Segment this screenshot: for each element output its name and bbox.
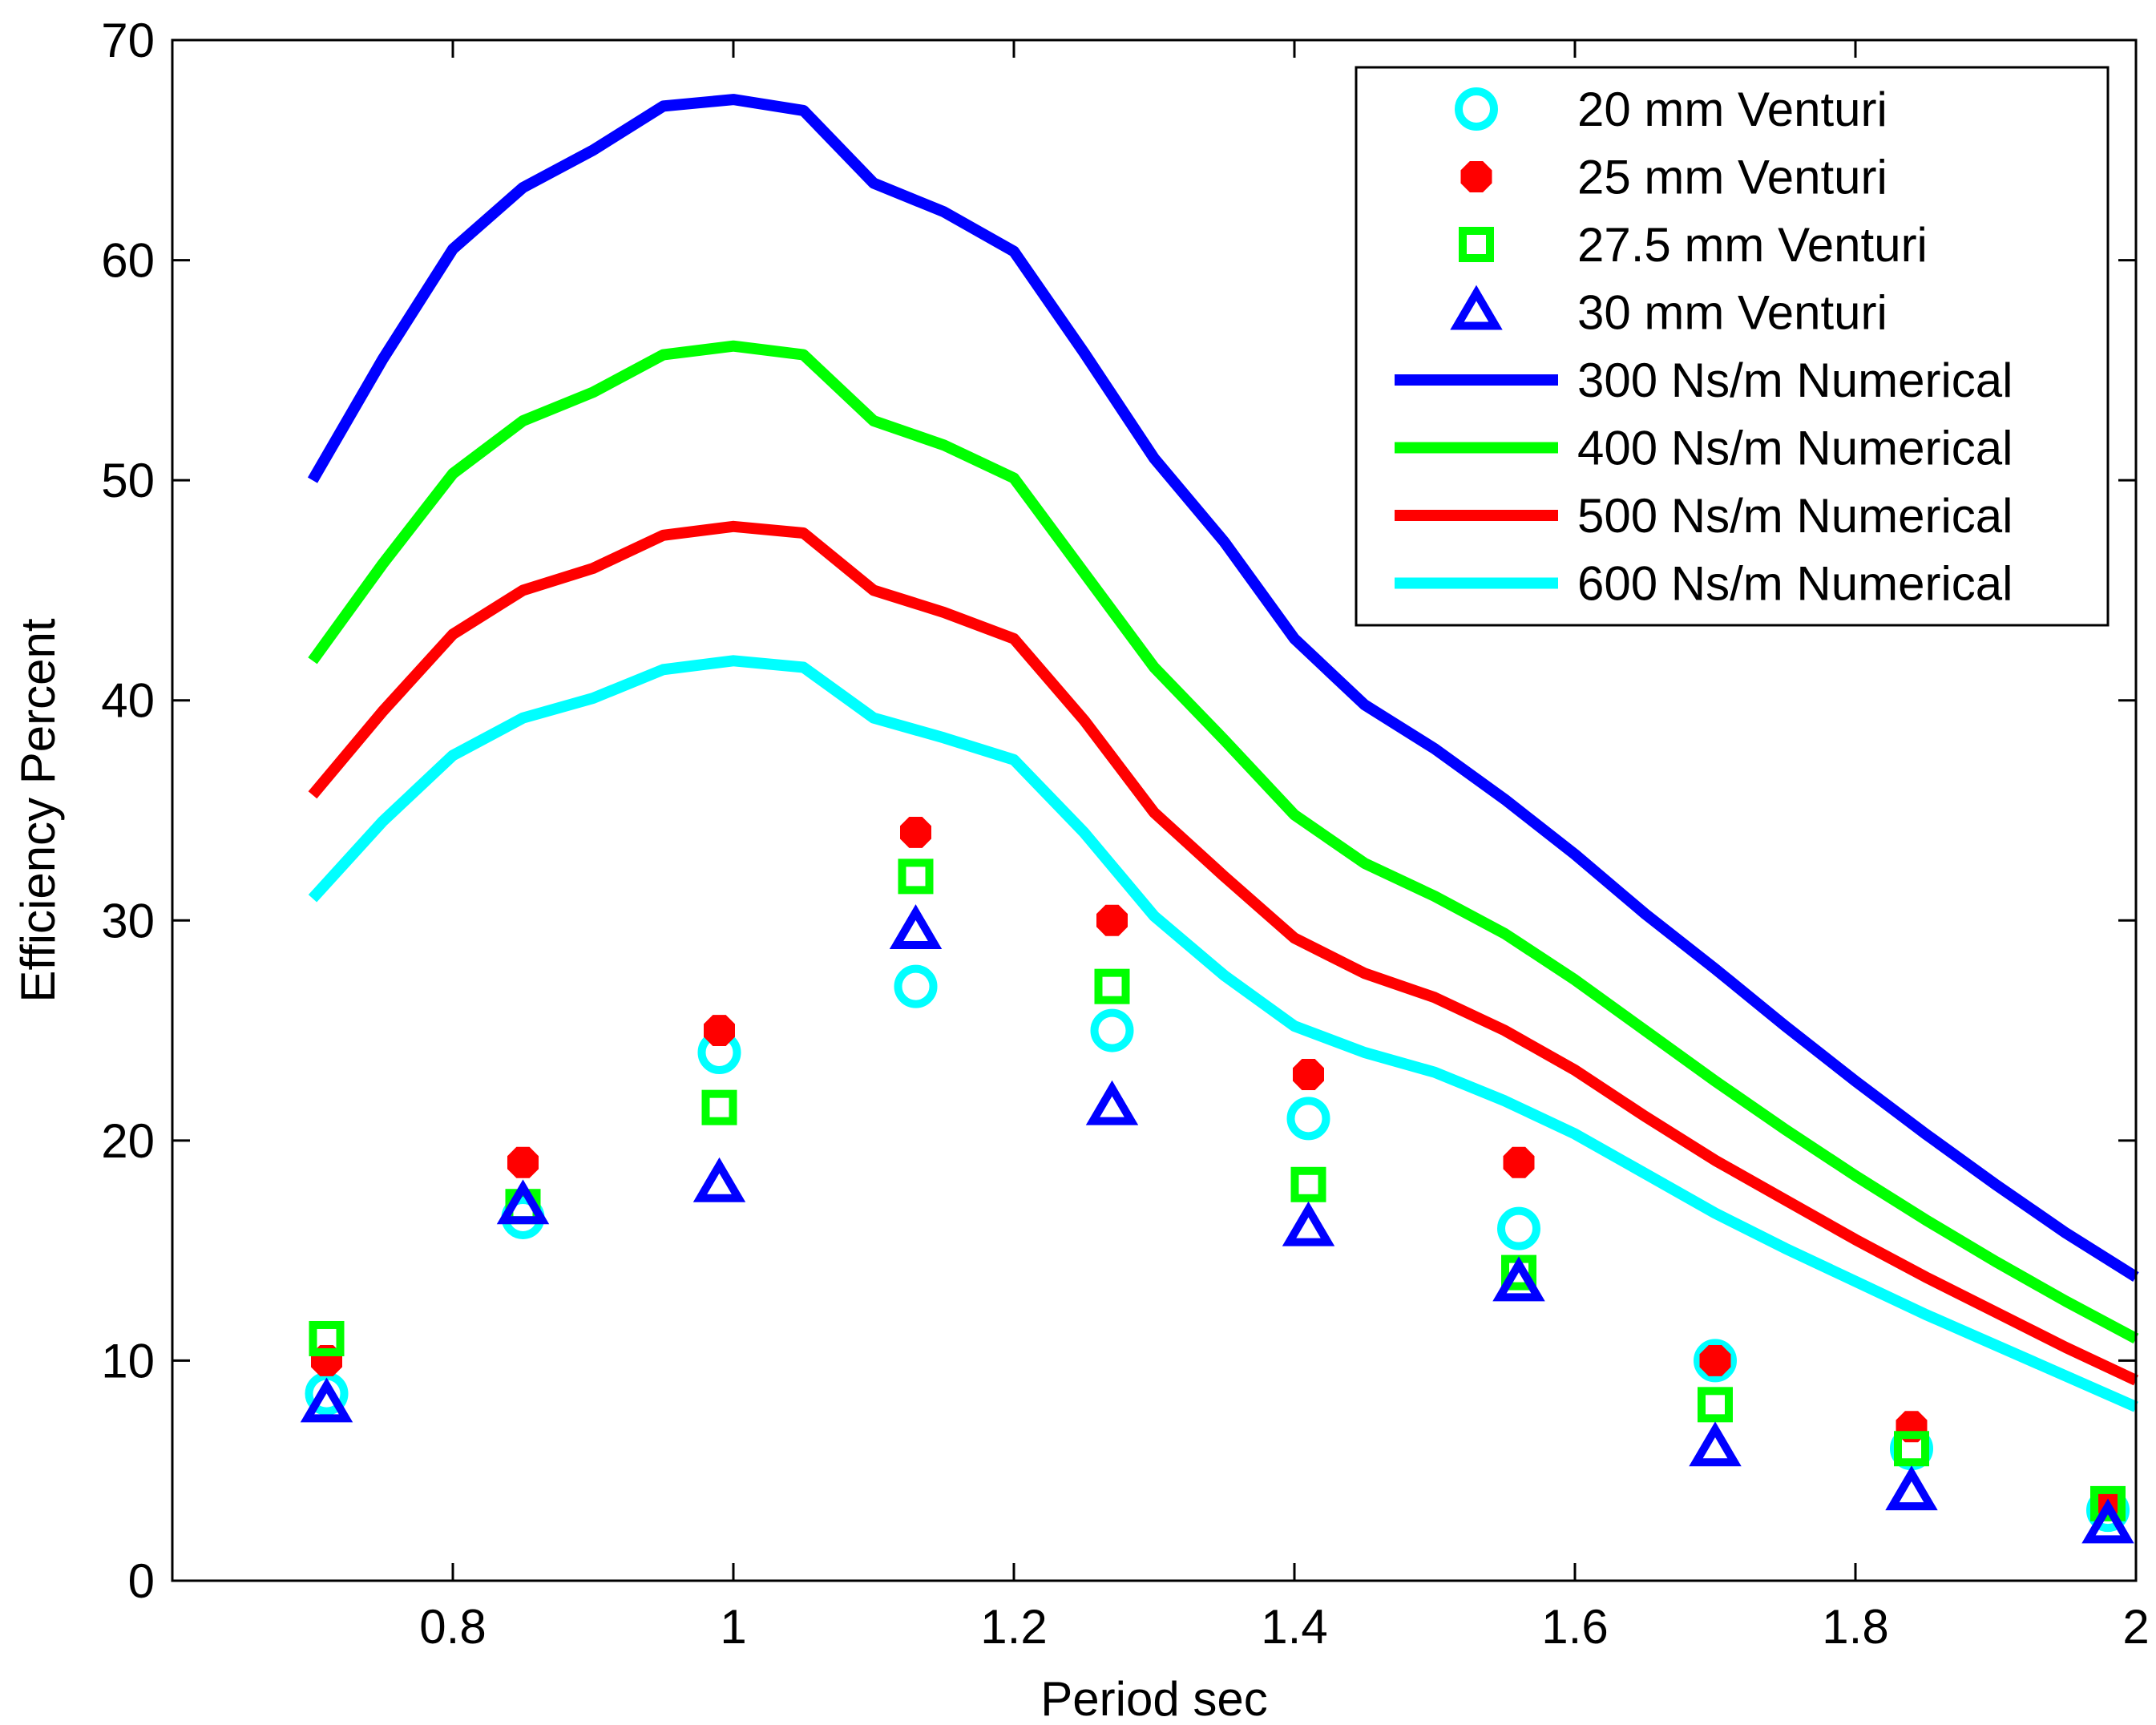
data-point — [1290, 1166, 1326, 1202]
plot-frame — [171, 38, 2138, 1582]
data-point — [1090, 1008, 1134, 1052]
legend-entry-5: 300 Ns/m Numerical — [1395, 353, 2013, 407]
data-point — [692, 1157, 746, 1202]
data-point — [889, 904, 943, 950]
x-tick-label: 1.8 — [1822, 1600, 1888, 1654]
legend-label: 30 mm Venturi — [1577, 286, 1888, 340]
data-point — [1885, 1465, 1938, 1511]
series-line — [308, 655, 2138, 1412]
data-point — [894, 964, 938, 1008]
legend: 20 mm Venturi 25 mm Venturi 27.5 mm Ventur… — [1355, 66, 2110, 627]
series-4-line-group — [308, 655, 2138, 1412]
legend-label: 500 Ns/m Numerical — [1577, 489, 2013, 543]
series-1-line-group — [307, 94, 2139, 1283]
legend-entry-6: 400 Ns/m Numerical — [1395, 422, 2013, 475]
legend-label: 27.5 mm Venturi — [1577, 218, 1928, 272]
y-tick-label: 0 — [128, 1554, 155, 1608]
legend-marker-swatch — [1450, 285, 1503, 330]
legend-marker-swatch — [1460, 161, 1492, 192]
data-point — [309, 1320, 345, 1356]
x-tick-label: 1 — [720, 1600, 746, 1654]
legend-box — [1355, 66, 2110, 627]
legend-entry-3: 27.5 mm Venturi — [1459, 218, 1928, 272]
y-tick-label: 70 — [101, 14, 155, 67]
data-point — [1492, 1256, 1545, 1302]
legend-label: 300 Ns/m Numerical — [1577, 353, 2013, 407]
series-2-line-group — [308, 340, 2139, 1344]
data-point — [1689, 1421, 1742, 1467]
series-line — [307, 94, 2139, 1283]
data-point — [300, 1377, 353, 1423]
legend-entry-7: 500 Ns/m Numerical — [1395, 489, 2013, 543]
legend-marker-swatch — [1459, 227, 1494, 262]
y-tick-label: 40 — [101, 674, 155, 728]
data-point — [1096, 904, 1128, 936]
legend-label: 25 mm Venturi — [1577, 151, 1888, 204]
data-point — [704, 1015, 735, 1046]
y-tick-label: 10 — [101, 1334, 155, 1388]
legend-label: 400 Ns/m Numerical — [1577, 422, 2013, 475]
data-point — [1698, 1387, 1733, 1423]
data-point — [1282, 1201, 1335, 1246]
legend-label: 600 Ns/m Numerical — [1577, 557, 2013, 611]
y-axis-label: Efficiency Percent — [11, 618, 65, 1002]
legend-marker-swatch — [1455, 87, 1498, 131]
x-tick-label: 1.4 — [1261, 1600, 1327, 1654]
data-point — [701, 1089, 737, 1125]
x-tick-label: 1.6 — [1541, 1600, 1608, 1654]
x-tick-label: 2 — [2122, 1600, 2149, 1654]
series-line — [308, 520, 2138, 1386]
data-point — [1497, 1206, 1540, 1250]
data-point — [1699, 1345, 1731, 1376]
x-axis-label: Period sec — [1040, 1672, 1267, 1725]
legend-entry-8: 600 Ns/m Numerical — [1395, 557, 2013, 611]
data-point — [2090, 1485, 2126, 1521]
y-tick-label: 30 — [101, 894, 155, 947]
data-point — [1094, 968, 1130, 1004]
y-tick-label: 50 — [101, 454, 155, 507]
legend-label: 20 mm Venturi — [1577, 83, 1888, 136]
series-line — [308, 340, 2139, 1344]
y-tick-label: 20 — [101, 1114, 155, 1168]
data-point — [1894, 1431, 1929, 1467]
data-point — [900, 817, 931, 848]
data-point — [1085, 1080, 1139, 1125]
data-point — [1286, 1097, 1330, 1141]
legend-entry-4: 30 mm Venturi — [1450, 285, 1888, 340]
scatter-group-4 — [300, 904, 2134, 1544]
data-point — [1293, 1059, 1324, 1090]
data-point — [496, 1179, 550, 1225]
data-point — [898, 858, 934, 895]
x-tick-label: 1.2 — [980, 1600, 1047, 1654]
series-3-line-group — [308, 520, 2138, 1386]
data-point — [1503, 1146, 1535, 1178]
legend-entry-2: 25 mm Venturi — [1460, 151, 1888, 204]
data-point — [507, 1146, 539, 1178]
x-tick-label: 0.8 — [419, 1600, 486, 1654]
data-point — [1694, 1339, 1737, 1383]
data-point — [2081, 1498, 2134, 1544]
y-tick-label: 60 — [101, 234, 155, 288]
legend-entry-1: 20 mm Venturi — [1455, 83, 1888, 136]
series-layer — [300, 94, 2139, 1544]
